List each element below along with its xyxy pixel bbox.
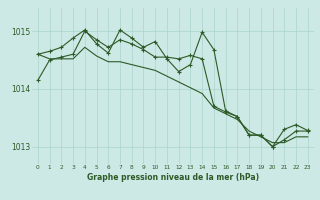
X-axis label: Graphe pression niveau de la mer (hPa): Graphe pression niveau de la mer (hPa) [87, 173, 259, 182]
